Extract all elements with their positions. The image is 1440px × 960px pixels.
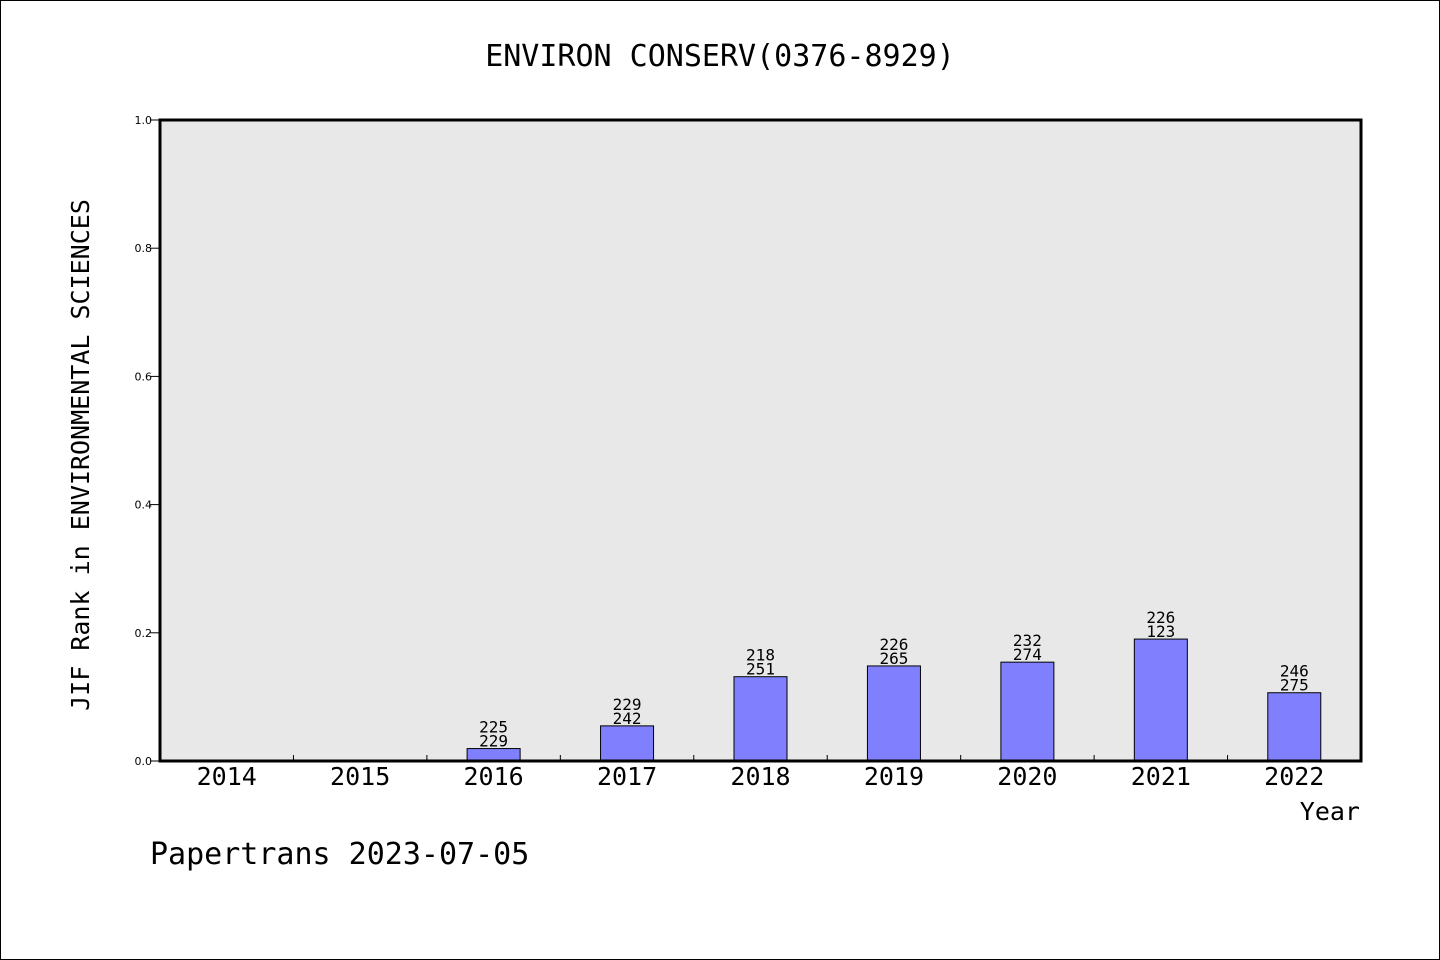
y-axis-label: JIF Rank in ENVIRONMENTAL SCIENCES bbox=[66, 199, 95, 711]
y-tick-label: 0.2 bbox=[135, 627, 153, 640]
x-tick-label: 2016 bbox=[464, 762, 524, 791]
data-label-upper: 226 bbox=[1146, 608, 1175, 627]
data-label-lower: 229 bbox=[479, 732, 508, 751]
data-label-lower: 123 bbox=[1146, 622, 1175, 641]
bar-2017 bbox=[600, 725, 655, 762]
y-tick-label: 0.6 bbox=[135, 370, 153, 383]
y-tick-label: 0.0 bbox=[135, 755, 153, 768]
x-axis-label: Year bbox=[1300, 797, 1360, 826]
x-tick-label: 2014 bbox=[197, 762, 257, 791]
y-tick-label: 1.0 bbox=[135, 114, 153, 127]
bar-2018 bbox=[733, 676, 788, 762]
x-tick-label: 2021 bbox=[1131, 762, 1191, 791]
data-label-upper: 226 bbox=[879, 635, 908, 654]
x-tick-label: 2015 bbox=[330, 762, 390, 791]
bar-2021 bbox=[1133, 638, 1188, 762]
data-label-upper: 232 bbox=[1013, 631, 1042, 650]
data-label-lower: 274 bbox=[1013, 645, 1042, 664]
data-label-lower: 251 bbox=[746, 660, 775, 679]
y-axis: 0.0 0.2 0.4 0.6 0.8 1.0 bbox=[135, 114, 160, 768]
data-labels: 2252292292422182512262652322742261232462… bbox=[479, 608, 1309, 750]
x-tick-label: 2017 bbox=[597, 762, 657, 791]
bar-2022 bbox=[1267, 692, 1322, 762]
y-tick-label: 0.4 bbox=[135, 499, 153, 512]
bar-2020 bbox=[1000, 661, 1055, 762]
data-label-upper: 218 bbox=[746, 646, 775, 665]
data-label-lower: 265 bbox=[879, 649, 908, 668]
y-tick-label: 0.8 bbox=[135, 242, 153, 255]
data-label-upper: 246 bbox=[1280, 662, 1309, 681]
bar-2019 bbox=[866, 665, 921, 762]
data-label-upper: 225 bbox=[479, 718, 508, 737]
bar-series bbox=[466, 638, 1322, 762]
data-label-lower: 275 bbox=[1280, 676, 1309, 695]
x-tick-label: 2022 bbox=[1264, 762, 1324, 791]
x-axis: 2014 2015 2016 2017 2018 2019 2020 2021 2022 bbox=[197, 755, 1324, 791]
data-label-lower: 242 bbox=[613, 709, 642, 728]
chart-title: ENVIRON CONSERV(0376-8929) bbox=[485, 39, 955, 74]
x-tick-label: 2019 bbox=[864, 762, 924, 791]
footer-credit: Papertrans 2023-07-05 bbox=[150, 837, 529, 872]
x-tick-label: 2020 bbox=[997, 762, 1057, 791]
x-tick-label: 2018 bbox=[730, 762, 790, 791]
plot-border bbox=[158, 118, 1363, 763]
data-label-upper: 229 bbox=[613, 695, 642, 714]
